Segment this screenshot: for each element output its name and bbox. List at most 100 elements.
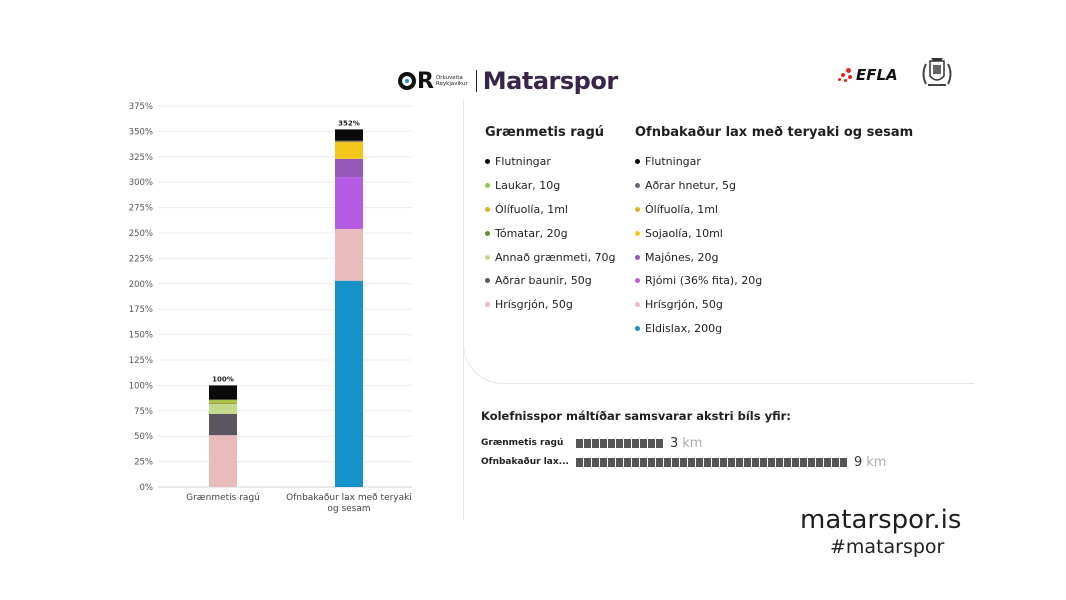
km-row-label: Grænmetis ragú bbox=[481, 438, 564, 448]
y-tick-label: 325% bbox=[129, 153, 153, 163]
legend-item: Flutningar bbox=[485, 150, 616, 174]
legend-dot-icon bbox=[635, 159, 640, 165]
legend-item: Hrísgrjón, 50g bbox=[485, 293, 616, 317]
legend-item: Eldislax, 200g bbox=[635, 317, 913, 341]
legend-label: Annað grænmeti, 70g bbox=[495, 250, 616, 264]
km-bar-segment bbox=[608, 457, 615, 467]
crest-icon bbox=[922, 58, 952, 86]
y-tick-label: 200% bbox=[129, 280, 153, 290]
efla-logo[interactable]: EFLA bbox=[838, 65, 898, 85]
or-logo-sub-1: Orkuveita bbox=[435, 75, 463, 81]
bar-segment[interactable] bbox=[209, 435, 237, 487]
legend-dot-icon bbox=[635, 278, 640, 284]
legend-label: Hrísgrjón, 50g bbox=[645, 298, 723, 312]
bar-segment[interactable] bbox=[335, 177, 363, 229]
legend-dot-icon bbox=[635, 325, 640, 331]
legend-label: Flutningar bbox=[495, 155, 551, 169]
bar-total-label: 352% bbox=[338, 119, 360, 127]
km-bar-segment bbox=[792, 457, 799, 467]
y-tick-label: 50% bbox=[134, 432, 153, 442]
bar-segment[interactable] bbox=[335, 142, 363, 159]
bar-segment[interactable] bbox=[335, 280, 363, 487]
km-bar-segment bbox=[672, 457, 679, 467]
km-bar-segment bbox=[648, 438, 655, 448]
y-tick-label: 75% bbox=[134, 407, 153, 417]
legend-label: Hrísgrjón, 50g bbox=[495, 298, 573, 312]
legend-label: Tómatar, 20g bbox=[495, 226, 568, 240]
legend-item: Majónes, 20g bbox=[635, 245, 913, 269]
y-tick-label: 225% bbox=[129, 254, 153, 264]
legend-dot-icon bbox=[635, 183, 640, 189]
km-bar-segment bbox=[640, 457, 647, 467]
legend-label: Flutningar bbox=[645, 155, 701, 169]
y-tick-label: 100% bbox=[129, 381, 153, 391]
legend-label: Rjómi (36% fita), 20g bbox=[645, 274, 763, 288]
km-bar-segment bbox=[736, 457, 743, 467]
km-unit: km bbox=[866, 454, 887, 470]
km-row: Ofnbakaður lax... 9 km bbox=[481, 454, 887, 470]
km-bar-segment bbox=[680, 457, 687, 467]
efla-dots-icon bbox=[838, 67, 856, 83]
legend-lax: Ofnbakaður lax með teryaki og sesam Flut… bbox=[635, 125, 913, 340]
legend-dot-icon bbox=[485, 230, 490, 236]
km-bar-segment bbox=[640, 438, 647, 448]
km-bar-segment bbox=[592, 438, 599, 448]
x-tick-label: Ofnbakaður lax með teryaki og sesam bbox=[286, 493, 412, 514]
km-bar-segment bbox=[728, 457, 735, 467]
stacked-bar-chart: 0% 25% 50% 75% 100% 125% 150% 175% 200% 225% 250% 2… bbox=[129, 102, 412, 514]
km-bar-segment bbox=[824, 457, 831, 467]
or-logo[interactable]: R Orkuveita Reykjavíkur bbox=[398, 69, 468, 94]
km-bar-segment bbox=[656, 438, 663, 448]
bar-segment[interactable] bbox=[209, 401, 237, 403]
km-bar-segment bbox=[624, 438, 631, 448]
legend-item: Aðrar hnetur, 5g bbox=[635, 174, 913, 198]
site-url[interactable]: matarspor.is bbox=[800, 505, 962, 535]
km-bar-segment bbox=[744, 457, 751, 467]
legend-title: Grænmetis ragú bbox=[485, 125, 604, 140]
legend-item: Rjómi (36% fita), 20g bbox=[635, 269, 913, 293]
legend-dot-icon bbox=[635, 230, 640, 236]
bar-segment[interactable] bbox=[335, 228, 363, 281]
y-tick-label: 350% bbox=[129, 127, 153, 137]
km-bar-segment bbox=[592, 457, 599, 467]
legend-item: Hrísgrjón, 50g bbox=[635, 293, 913, 317]
km-bar-segment bbox=[832, 457, 839, 467]
legend-label: Majónes, 20g bbox=[645, 250, 719, 264]
bar-segment[interactable] bbox=[335, 129, 363, 141]
km-bar bbox=[576, 457, 848, 467]
header-separator bbox=[475, 70, 477, 92]
legend-label: Aðrar hnetur, 5g bbox=[645, 179, 737, 193]
bar-segment[interactable] bbox=[209, 399, 237, 402]
legend-label: Ólífuolía, 1ml bbox=[645, 202, 718, 216]
legend-dot-icon bbox=[635, 206, 640, 212]
bar-segment[interactable] bbox=[335, 140, 363, 142]
km-bar-segment bbox=[840, 457, 847, 467]
bar-segment[interactable] bbox=[335, 141, 363, 143]
km-bar-segment bbox=[696, 457, 703, 467]
bar-segment[interactable] bbox=[209, 403, 237, 414]
km-bar-segment bbox=[776, 457, 783, 467]
legend-dot-icon bbox=[635, 254, 640, 260]
bar-segment[interactable] bbox=[209, 413, 237, 436]
bar-segment[interactable] bbox=[209, 385, 237, 400]
km-bar-segment bbox=[800, 457, 807, 467]
y-tick-label: 25% bbox=[134, 458, 153, 468]
y-tick-label: 150% bbox=[129, 331, 153, 341]
km-bar-segment bbox=[784, 457, 791, 467]
bar-segment[interactable] bbox=[209, 402, 237, 404]
legend-dot-icon bbox=[635, 302, 640, 308]
km-bar-segment bbox=[576, 457, 583, 467]
y-tick-label: 0% bbox=[140, 483, 154, 493]
legend-item: Flutningar bbox=[635, 150, 913, 174]
legend-item: Ólífuolía, 1ml bbox=[635, 198, 913, 222]
bar-segment[interactable] bbox=[335, 158, 363, 178]
km-title: Kolefnisspor máltíðar samsvarar akstri b… bbox=[481, 409, 791, 423]
km-bar-segment bbox=[584, 438, 591, 448]
legend-item: Laukar, 10g bbox=[485, 174, 616, 198]
km-bar-segment bbox=[656, 457, 663, 467]
legend-item: Aðrar baunir, 50g bbox=[485, 269, 616, 293]
legend-label: Sojaolía, 10ml bbox=[645, 226, 723, 240]
legend-dot-icon bbox=[485, 278, 490, 284]
km-row: Grænmetis ragú 3 km bbox=[481, 436, 702, 451]
legend-dot-icon bbox=[485, 254, 490, 260]
